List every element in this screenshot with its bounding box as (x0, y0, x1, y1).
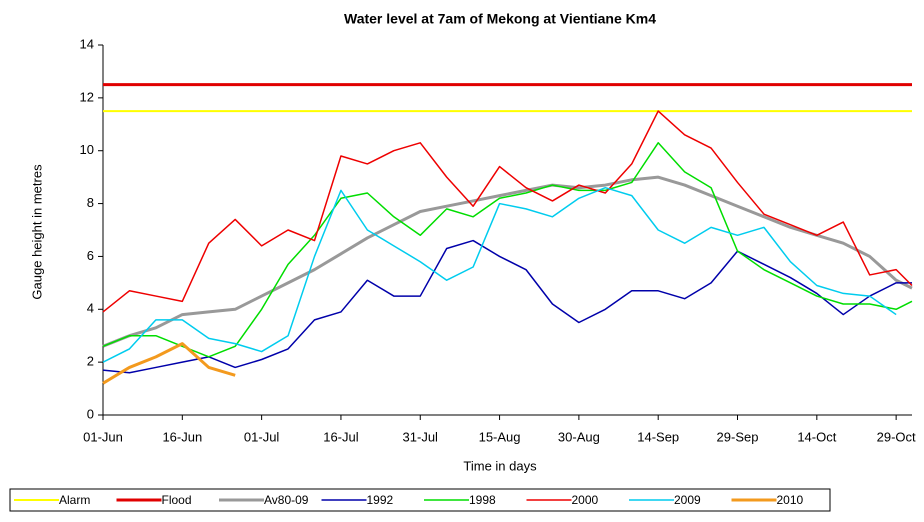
x-tick-label: 16-Jul (323, 429, 359, 444)
y-tick-label: 4 (87, 301, 94, 316)
legend-label: 1992 (367, 493, 394, 507)
series-line (102, 142, 913, 358)
x-tick-label: 14-Sep (637, 429, 679, 444)
y-tick-label: 2 (87, 354, 94, 369)
legend-label: Av80-09 (264, 493, 309, 507)
series-line (102, 110, 913, 313)
legend-label: 2010 (777, 493, 804, 507)
legend-label: Flood (162, 493, 192, 507)
series-line (102, 239, 912, 374)
x-tick-label: 16-Jun (162, 429, 202, 444)
legend-label: Alarm (59, 493, 90, 507)
legend-label: 2000 (572, 493, 599, 507)
legend-label: 2009 (674, 493, 701, 507)
y-tick-label: 8 (87, 195, 94, 210)
x-tick-label: 29-Sep (717, 429, 759, 444)
x-axis-label: Time in days (463, 458, 537, 473)
x-tick-label: 15-Aug (479, 429, 521, 444)
x-tick-label: 14-Oct (797, 429, 836, 444)
y-tick-label: 0 (87, 406, 94, 421)
x-tick-label: 31-Jul (403, 429, 439, 444)
y-tick-label: 14 (80, 36, 94, 51)
x-tick-label: 01-Jul (244, 429, 280, 444)
y-tick-label: 6 (87, 248, 94, 263)
x-tick-label: 29-Oct (877, 429, 916, 444)
series-line (102, 175, 913, 348)
legend-box (9, 488, 831, 512)
chart-title: Water level at 7am of Mekong at Vientian… (344, 11, 656, 27)
series-line (102, 186, 897, 363)
series-line (102, 342, 236, 385)
y-tick-label: 12 (80, 89, 94, 104)
legend-label: 1998 (469, 493, 496, 507)
y-axis-label: Gauge height in metres (29, 164, 44, 300)
y-tick-label: 10 (80, 142, 94, 157)
x-tick-label: 01-Jun (83, 429, 123, 444)
x-tick-label: 30-Aug (558, 429, 600, 444)
